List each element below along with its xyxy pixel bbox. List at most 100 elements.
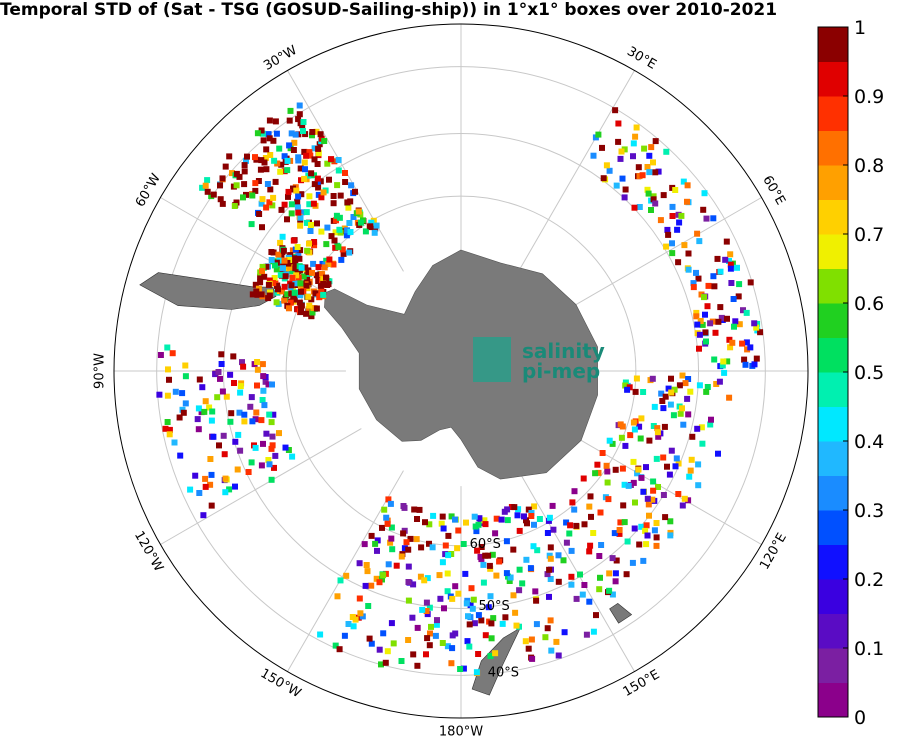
data-cell [667, 532, 674, 539]
data-cell [510, 546, 517, 553]
data-cell [306, 240, 312, 247]
data-cell [471, 620, 478, 627]
data-cell [581, 521, 588, 528]
colorbar-segment [818, 441, 848, 476]
data-cell [696, 238, 703, 245]
data-cell [206, 404, 213, 411]
data-cell [307, 228, 314, 234]
data-cell [368, 219, 375, 226]
data-cell [603, 462, 610, 469]
data-cell [286, 305, 292, 312]
data-cell [643, 522, 650, 529]
data-cell [306, 149, 313, 156]
data-cell [290, 147, 297, 153]
data-cell [455, 590, 462, 597]
data-cell [334, 182, 341, 189]
data-cell [357, 219, 364, 226]
data-cell [621, 519, 628, 526]
data-cell [476, 515, 483, 522]
data-cell [487, 593, 494, 600]
data-cell [632, 133, 639, 140]
data-cell [668, 447, 675, 454]
data-cell [288, 210, 295, 217]
data-cell [430, 512, 437, 519]
colorbar-tick-label: 0 [854, 707, 866, 729]
data-cell [296, 111, 303, 118]
data-cell [603, 162, 610, 169]
data-cell [281, 283, 288, 290]
data-cell [348, 182, 355, 189]
data-cell [531, 503, 538, 510]
data-cell [583, 631, 590, 638]
data-cell [522, 638, 529, 645]
data-cell [289, 453, 296, 460]
data-cell [698, 424, 705, 431]
data-cell [546, 593, 552, 600]
data-cell [636, 204, 643, 210]
data-cell [256, 211, 263, 217]
data-cell [272, 178, 279, 185]
data-cell [410, 581, 417, 588]
data-cell [366, 635, 373, 642]
data-cell [619, 423, 626, 430]
data-cell [504, 517, 511, 524]
data-cell [669, 250, 676, 257]
data-cell [359, 613, 366, 620]
data-cell [623, 571, 630, 578]
data-cell [599, 450, 606, 456]
data-cell [298, 288, 304, 295]
data-cell [234, 466, 241, 473]
data-cell [638, 523, 645, 530]
data-cell [169, 350, 176, 357]
data-cell [182, 362, 189, 369]
data-cell [563, 519, 570, 526]
data-cell [449, 645, 456, 652]
data-cell [703, 388, 710, 395]
data-cell [289, 274, 296, 281]
data-cell [257, 273, 264, 280]
data-cell [207, 456, 214, 462]
data-cell [613, 557, 620, 564]
chart-title: Temporal STD of (Sat - TSG (GOSUD-Sailin… [0, 0, 778, 20]
data-cell [182, 400, 189, 407]
data-cell [202, 182, 209, 189]
data-cell [368, 640, 375, 647]
data-cell [273, 130, 280, 137]
data-cell [320, 291, 327, 298]
data-cell [405, 597, 412, 604]
data-cell [633, 375, 640, 382]
data-cell [165, 366, 171, 373]
data-cell [660, 454, 667, 461]
data-cell [728, 280, 735, 286]
data-cell [546, 566, 553, 573]
data-cell [268, 257, 275, 263]
data-cell [249, 291, 256, 298]
data-cell [439, 513, 446, 520]
data-cell [308, 296, 315, 303]
data-cell [407, 535, 414, 542]
lon-line [160, 428, 362, 545]
data-cell [297, 222, 304, 229]
data-cell [297, 280, 304, 287]
data-cell [166, 431, 173, 438]
data-cell [510, 592, 517, 599]
data-cell [452, 630, 459, 637]
data-cell [550, 526, 557, 533]
data-cell [235, 431, 242, 438]
data-cell [646, 512, 652, 519]
data-cell [275, 286, 281, 293]
data-cell [486, 562, 493, 569]
data-cell [669, 203, 676, 210]
data-cell [596, 586, 603, 593]
data-cell [473, 528, 480, 535]
data-cell [284, 157, 291, 164]
data-cell [650, 159, 656, 166]
data-cell [298, 264, 305, 271]
data-cell [332, 642, 339, 649]
lon-line [518, 470, 635, 672]
data-cell [661, 423, 668, 430]
data-cell [355, 614, 362, 621]
data-cell [609, 440, 616, 447]
data-cell [620, 502, 627, 509]
data-cell [266, 117, 273, 124]
